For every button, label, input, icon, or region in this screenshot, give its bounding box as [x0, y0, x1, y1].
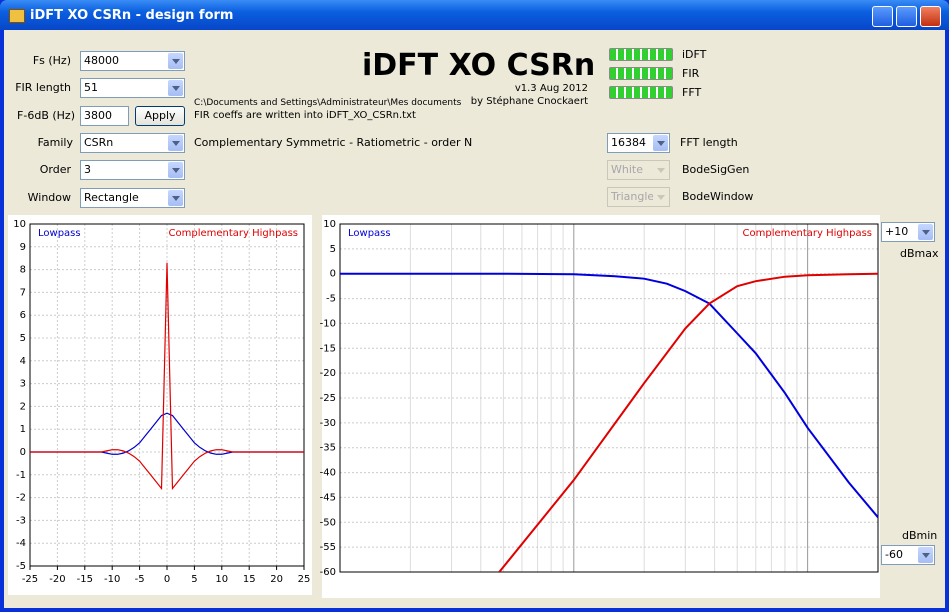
fft-length-combo[interactable]: 16384: [607, 133, 670, 153]
family-label: Family: [37, 136, 73, 149]
apply-button[interactable]: Apply: [135, 106, 185, 126]
order-value: 3: [84, 163, 91, 176]
dbmax-combo[interactable]: +10: [881, 222, 935, 242]
progress-label: FFT: [682, 86, 702, 99]
title-bar: iDFT XO CSRn - design form: [0, 0, 949, 30]
family-value: CSRn: [84, 136, 114, 149]
fmax-value: 20000: [818, 578, 853, 591]
fs-combo[interactable]: 48000: [80, 51, 185, 71]
maximize-button[interactable]: [896, 6, 917, 27]
dbmin-combo[interactable]: -60: [881, 545, 935, 565]
bode-sig-gen-value: White: [611, 163, 643, 176]
bode-window-label: BodeWindow: [682, 190, 754, 203]
bode-window-combo: Triangle: [607, 187, 670, 207]
fft-length-label: FFT length: [680, 136, 738, 149]
fmax-label: Fmax (Hz): [757, 578, 814, 591]
fir-length-label: FIR length: [15, 81, 71, 94]
progress-bar: [609, 48, 673, 61]
order-combo[interactable]: 3: [80, 160, 185, 180]
fft-length-value: 16384: [611, 136, 646, 149]
bode-sig-gen-combo: White: [607, 160, 670, 180]
fs-value: 48000: [84, 54, 119, 67]
family-description: Complementary Symmetric - Ratiometric - …: [194, 136, 473, 149]
window-title: iDFT XO CSRn - design form: [30, 8, 234, 23]
fmin-label: Fmin (Hz): [413, 578, 467, 591]
dbmax-value: +10: [885, 225, 909, 238]
author: by Stéphane Cnockaert: [470, 96, 588, 107]
fir-length-combo[interactable]: 51: [80, 78, 185, 98]
dbmin-label: dBmin: [902, 529, 938, 542]
fir-length-value: 51: [84, 81, 98, 94]
fs-label: Fs (Hz): [32, 54, 71, 67]
window-label: Window: [27, 191, 71, 204]
minimize-button[interactable]: [872, 6, 893, 27]
fir-note: FIR coeffs are written into iDFT_XO_CSRn…: [194, 110, 416, 121]
progress-label: iDFT: [682, 48, 707, 61]
fmax-combo[interactable]: 20000: [814, 575, 879, 595]
window-value: Rectangle: [84, 191, 139, 204]
f6db-input[interactable]: 3800: [80, 106, 129, 126]
dbmin-value: -60: [885, 548, 903, 561]
fmin-value: 100: [344, 578, 365, 591]
app-title: iDFT XO CSRn: [362, 48, 596, 83]
dbmax-label: dBmax: [900, 247, 939, 260]
version: v1.3 Aug 2012: [514, 83, 588, 94]
f6db-value: 3800: [84, 109, 112, 122]
fmin-combo[interactable]: 100: [340, 575, 403, 595]
close-button[interactable]: [920, 6, 941, 27]
output-path: C:\Documents and Settings\Administrateur…: [194, 98, 462, 108]
f6db-label: F-6dB (Hz): [17, 109, 75, 122]
bode-sig-gen-label: BodeSigGen: [682, 163, 750, 176]
order-label: Order: [39, 163, 71, 176]
progress-label: FIR: [682, 67, 700, 80]
progress-bar: [609, 67, 673, 80]
window-combo[interactable]: Rectangle: [80, 188, 185, 208]
progress-bar: [609, 86, 673, 99]
app-icon: [9, 9, 25, 23]
bode-window-value: Triangle: [611, 190, 655, 203]
family-combo[interactable]: CSRn: [80, 133, 185, 153]
